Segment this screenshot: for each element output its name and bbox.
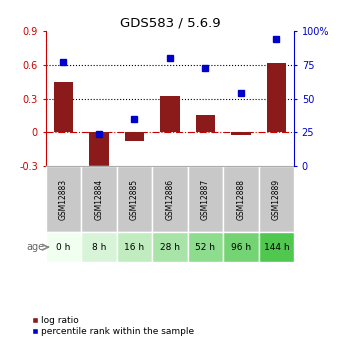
- Bar: [196, 116, 215, 132]
- Text: 52 h: 52 h: [195, 243, 215, 252]
- Bar: [188, 166, 223, 232]
- Bar: [259, 232, 294, 262]
- Bar: [117, 166, 152, 232]
- Text: 96 h: 96 h: [231, 243, 251, 252]
- Bar: [81, 166, 117, 232]
- Text: GSM12883: GSM12883: [59, 179, 68, 220]
- Bar: [81, 232, 117, 262]
- Bar: [188, 232, 223, 262]
- Text: GSM12888: GSM12888: [236, 179, 245, 220]
- Text: GSM12885: GSM12885: [130, 179, 139, 220]
- Text: GSM12889: GSM12889: [272, 179, 281, 220]
- Bar: [152, 166, 188, 232]
- Text: age: age: [27, 242, 45, 252]
- Text: 28 h: 28 h: [160, 243, 180, 252]
- Text: 0 h: 0 h: [56, 243, 71, 252]
- Text: 144 h: 144 h: [264, 243, 289, 252]
- Text: 8 h: 8 h: [92, 243, 106, 252]
- Text: GSM12884: GSM12884: [94, 179, 103, 220]
- Text: GSM12887: GSM12887: [201, 179, 210, 220]
- Bar: [89, 132, 108, 174]
- Text: 16 h: 16 h: [124, 243, 144, 252]
- Bar: [267, 62, 286, 132]
- Bar: [125, 132, 144, 141]
- Text: GSM12886: GSM12886: [165, 179, 174, 220]
- Bar: [231, 132, 250, 135]
- Legend: log ratio, percentile rank within the sample: log ratio, percentile rank within the sa…: [31, 315, 195, 337]
- Bar: [46, 166, 81, 232]
- Bar: [54, 82, 73, 132]
- Bar: [223, 232, 259, 262]
- Title: GDS583 / 5.6.9: GDS583 / 5.6.9: [120, 17, 220, 30]
- Bar: [152, 232, 188, 262]
- Bar: [117, 232, 152, 262]
- Bar: [259, 166, 294, 232]
- Bar: [46, 232, 81, 262]
- Bar: [160, 96, 179, 132]
- Bar: [223, 166, 259, 232]
